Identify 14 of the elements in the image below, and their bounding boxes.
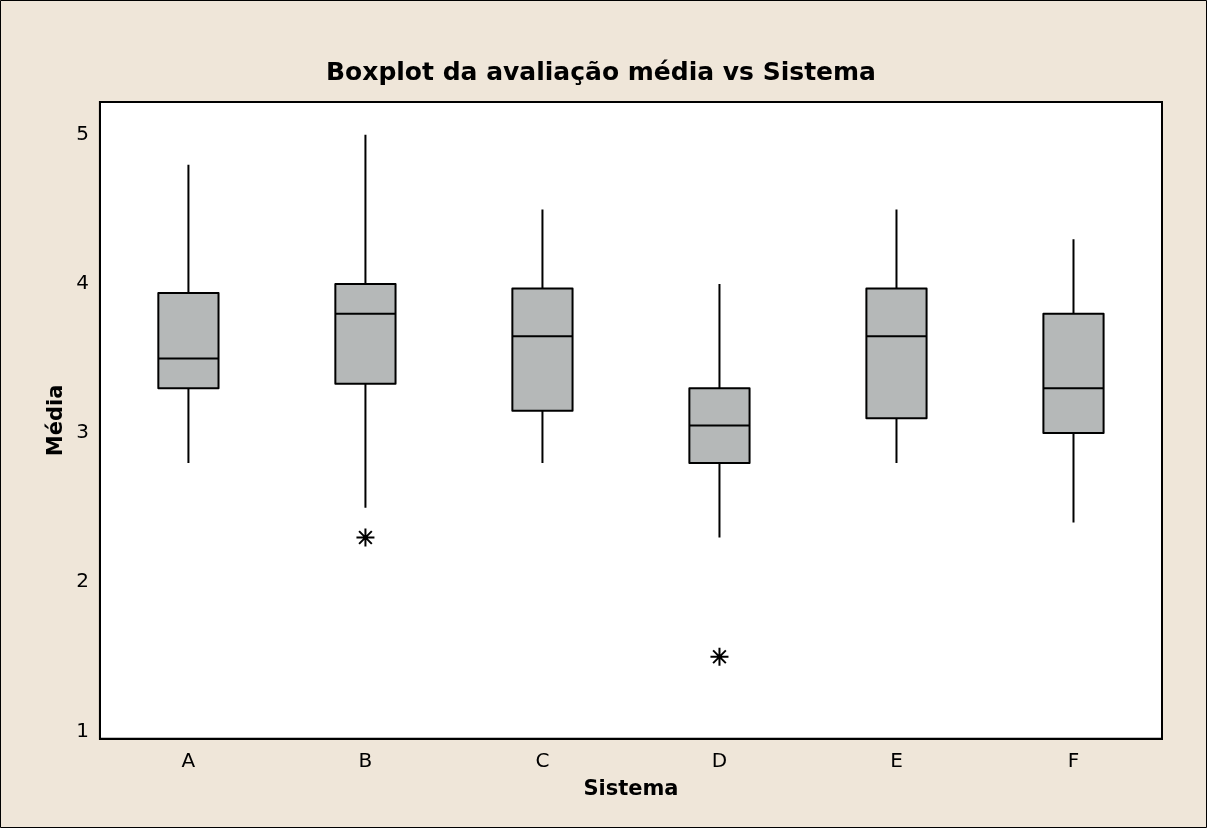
x-tick-label: A [181,748,196,772]
y-axis-title: Média [43,384,68,457]
y-tick-label: 3 [76,419,89,444]
x-tick-label: B [358,748,373,772]
y-tick-label: 4 [76,270,89,295]
x-axis-title: Sistema [583,775,679,800]
x-tick-label: E [890,748,903,772]
y-tick-label: 5 [76,121,89,146]
y-tick-label: 1 [76,717,89,742]
x-tick-label: F [1067,748,1080,772]
chart-title: Boxplot da avaliação média vs Sistema [326,56,876,86]
x-tick-label: C [535,748,550,772]
y-tick-label: 2 [76,568,89,593]
x-tick-label: D [711,748,728,772]
